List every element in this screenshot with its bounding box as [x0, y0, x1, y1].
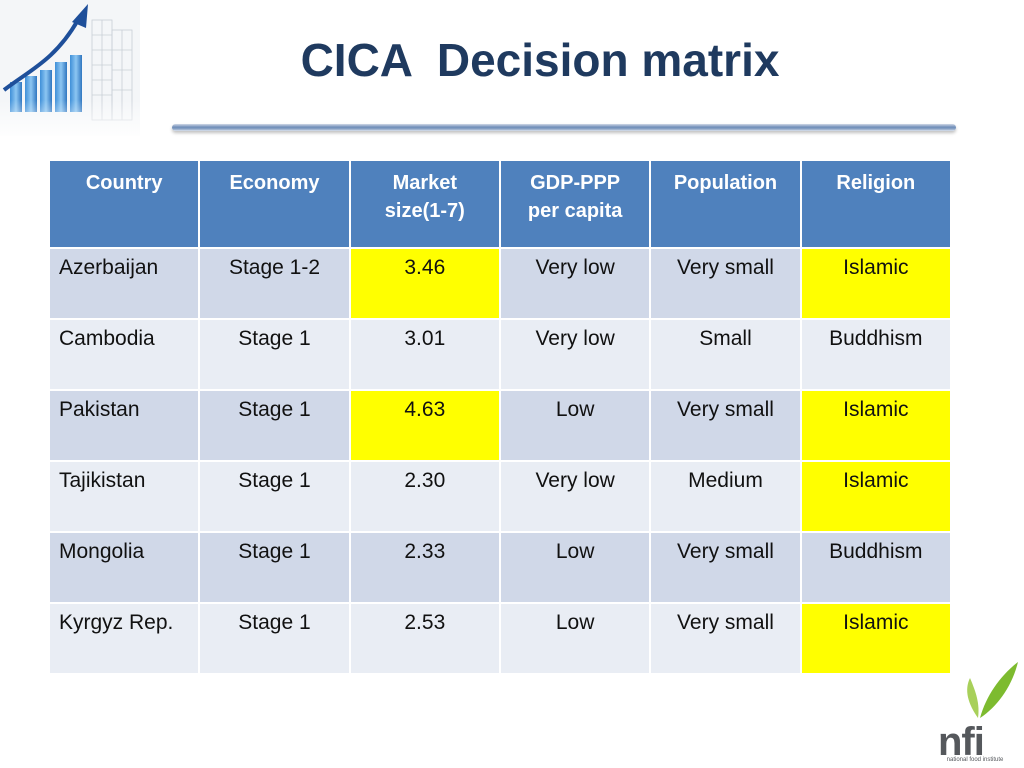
cell-country: Pakistan — [47, 389, 201, 462]
cell-population: Medium — [649, 460, 802, 533]
cell-market-size: 2.30 — [348, 460, 501, 533]
header-gdp-ppp: GDP-PPP per capita — [498, 159, 652, 249]
cell-population: Very small — [649, 247, 802, 320]
growth-chart-icon — [0, 0, 140, 136]
cell-gdp-ppp: Low — [498, 602, 652, 675]
table-row: Cambodia Stage 1 3.01 Very low Small Bud… — [47, 318, 953, 391]
header-country: Country — [47, 159, 201, 249]
cell-country: Azerbaijan — [47, 247, 201, 320]
cell-population: Small — [649, 318, 802, 391]
cell-country: Mongolia — [47, 531, 201, 604]
title-divider — [172, 124, 956, 131]
cell-market-size: 3.01 — [348, 318, 501, 391]
cell-economy: Stage 1 — [198, 318, 351, 391]
cell-market-size: 2.53 — [348, 602, 501, 675]
cell-economy: Stage 1 — [198, 531, 351, 604]
cell-religion: Islamic — [799, 247, 953, 320]
cell-population: Very small — [649, 602, 802, 675]
cell-country: Cambodia — [47, 318, 201, 391]
cell-economy: Stage 1 — [198, 602, 351, 675]
cell-population: Very small — [649, 531, 802, 604]
leaf-icon — [967, 662, 1018, 718]
header-religion: Religion — [799, 159, 953, 249]
cell-country: Tajikistan — [47, 460, 201, 533]
table-row: Azerbaijan Stage 1-2 3.46 Very low Very … — [47, 247, 953, 320]
cell-religion: Buddhism — [799, 318, 953, 391]
cell-market-size: 4.63 — [348, 389, 501, 462]
cell-religion: Islamic — [799, 389, 953, 462]
nfi-logo-text: nfi — [938, 720, 985, 764]
cell-economy: Stage 1 — [198, 389, 351, 462]
cell-market-size: 3.46 — [348, 247, 501, 320]
cell-market-size: 2.33 — [348, 531, 501, 604]
cell-gdp-ppp: Very low — [498, 247, 652, 320]
page-title: CICA Decision matrix — [300, 34, 780, 86]
cell-economy: Stage 1-2 — [198, 247, 351, 320]
table-header-row: Country Economy Market size(1-7) GDP-PPP… — [47, 159, 953, 249]
table-row: Mongolia Stage 1 2.33 Low Very small Bud… — [47, 531, 953, 604]
cell-religion: Islamic — [799, 460, 953, 533]
decision-matrix-table: Country Economy Market size(1-7) GDP-PPP… — [47, 159, 953, 675]
cell-gdp-ppp: Low — [498, 531, 652, 604]
cell-country: Kyrgyz Rep. — [47, 602, 201, 675]
table-row: Kyrgyz Rep. Stage 1 2.53 Low Very small … — [47, 602, 953, 675]
cell-population: Very small — [649, 389, 802, 462]
header-population: Population — [649, 159, 802, 249]
header-economy: Economy — [198, 159, 351, 249]
cell-gdp-ppp: Very low — [498, 460, 652, 533]
cell-gdp-ppp: Low — [498, 389, 652, 462]
cell-gdp-ppp: Very low — [498, 318, 652, 391]
cell-religion: Islamic — [799, 602, 953, 675]
cell-religion: Buddhism — [799, 531, 953, 604]
table-row: Pakistan Stage 1 4.63 Low Very small Isl… — [47, 389, 953, 462]
cell-economy: Stage 1 — [198, 460, 351, 533]
table-row: Tajikistan Stage 1 2.30 Very low Medium … — [47, 460, 953, 533]
nfi-logo-tagline: national food institute — [946, 757, 1004, 763]
header-market-size: Market size(1-7) — [348, 159, 501, 249]
